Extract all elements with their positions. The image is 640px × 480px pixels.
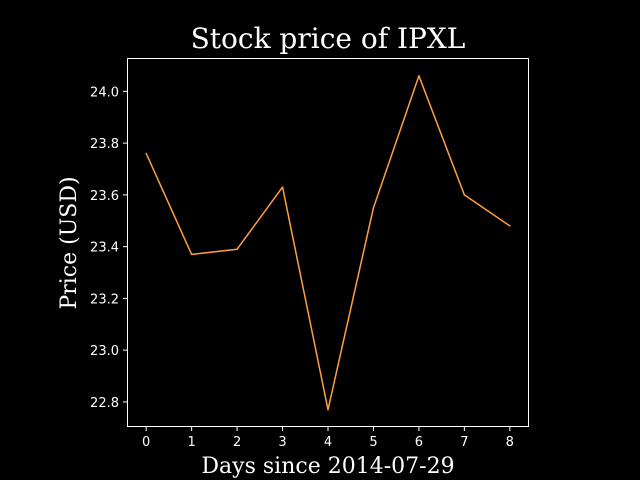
price-point [327,408,329,411]
y-tick-label: 23.8 [90,137,119,152]
x-tick-label: 1 [187,435,195,450]
y-axis: 22.8 23.0 23.2 23.4 23.6 23.8 24.0 [90,85,128,411]
x-axis-label: Days since 2014-07-29 [201,454,454,479]
x-axis: 0 1 2 3 4 5 6 7 8 [142,426,514,450]
y-tick-label: 23.2 [90,292,119,307]
y-axis-label: Price (USD) [57,176,82,309]
x-tick-label: 2 [233,435,241,450]
x-tick-label: 0 [142,435,150,450]
y-tick-label: 23.6 [90,189,119,204]
plot-area [127,58,529,427]
x-tick-label: 4 [324,435,332,450]
x-tick-label: 3 [278,435,286,450]
series-layer [145,75,511,411]
price-point [190,253,193,256]
y-tick-label: 23.0 [90,344,119,359]
y-tick-label: 24.0 [90,85,119,100]
price-point [236,248,238,250]
chart-title: Stock price of IPXL [191,22,466,55]
x-tick-label: 8 [506,435,514,450]
price-point [281,186,284,188]
price-point [372,207,375,209]
price-point [463,194,466,196]
x-tick-label: 7 [460,435,468,450]
price-point [509,225,511,227]
x-tick-label: 6 [415,435,423,450]
price-point [418,75,420,77]
y-tick-label: 23.4 [90,241,119,256]
x-tick-label: 5 [369,435,377,450]
y-tick-label: 22.8 [90,396,119,411]
price-point [145,152,147,155]
